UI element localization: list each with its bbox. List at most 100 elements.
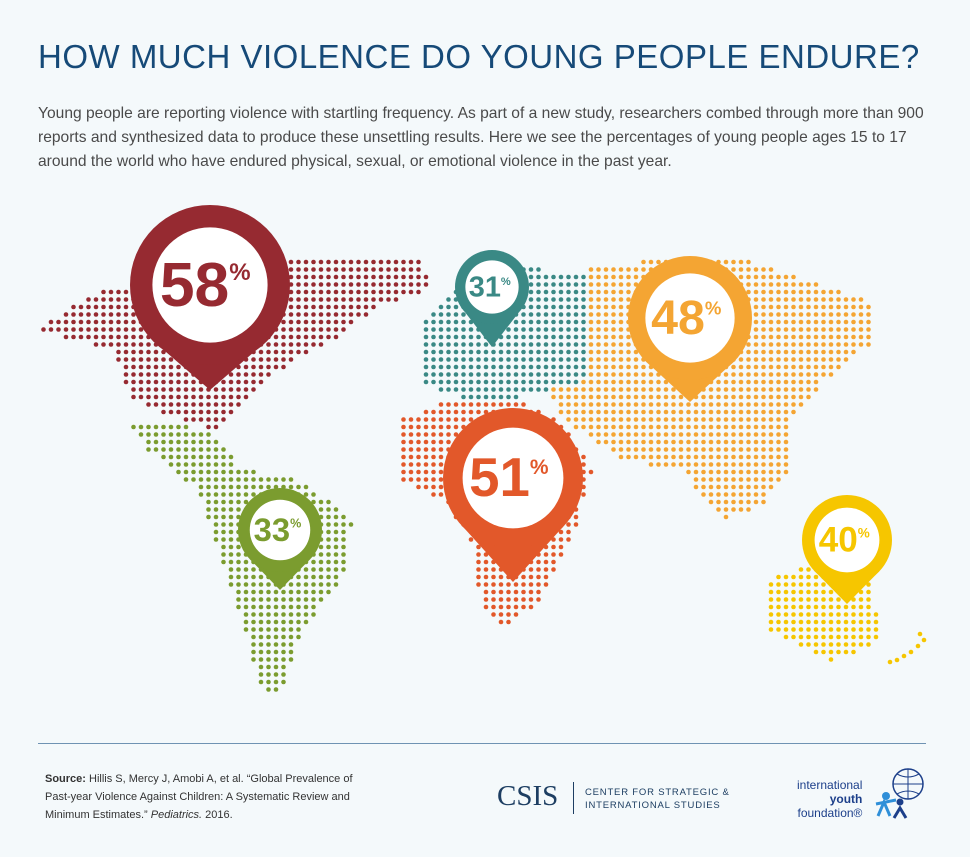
map-dot [288, 582, 294, 587]
map-dot [693, 462, 699, 467]
map-dot [761, 267, 766, 272]
map-dot [746, 274, 751, 280]
map-dot [146, 402, 151, 407]
map-dot [131, 349, 136, 355]
map-dot [828, 589, 834, 595]
map-dot [213, 387, 219, 392]
map-dot [416, 289, 421, 295]
map-dot [693, 484, 699, 490]
map-dot [618, 312, 624, 317]
map-dot [798, 364, 804, 370]
map-dot [476, 567, 481, 572]
map-dot [221, 544, 226, 550]
map-dot [618, 454, 624, 460]
map-dot [603, 349, 609, 355]
map-dot [296, 484, 301, 490]
map-dot [333, 259, 339, 265]
map-dot [408, 447, 414, 452]
unit: % [229, 259, 250, 286]
csis-logo: CSIS [497, 780, 559, 812]
map-dot [138, 379, 144, 385]
map-dot [806, 567, 811, 572]
map-dot [438, 334, 444, 340]
map-dot [626, 372, 631, 377]
map-dot [776, 364, 781, 370]
map-dot [738, 432, 744, 437]
map-dot [656, 432, 661, 437]
pin: 33% [238, 488, 322, 590]
map-dot [468, 342, 474, 347]
map-dot [438, 439, 444, 445]
map-dot [476, 402, 481, 407]
map-dot [416, 267, 421, 272]
map-dot [791, 282, 796, 287]
map-dot [258, 634, 264, 640]
map-dot [611, 394, 616, 400]
map-dot [303, 597, 309, 602]
map-dot [326, 304, 331, 310]
map-dot [806, 634, 811, 640]
map-dot [708, 432, 714, 437]
map-dot [423, 282, 429, 287]
map-dot [86, 334, 91, 340]
map-dot [438, 462, 444, 467]
map-dot [476, 574, 481, 580]
map-dot [693, 439, 699, 445]
map-dot [768, 477, 774, 482]
map-dot [588, 289, 594, 295]
map-dot [251, 484, 256, 490]
map-dot [836, 364, 841, 370]
map-dot [446, 432, 451, 437]
map-dot [138, 372, 144, 377]
map-dot [723, 492, 729, 497]
map-dot [843, 619, 849, 625]
map-dot [558, 289, 564, 295]
map-dot [333, 319, 339, 325]
map-dot [408, 282, 414, 287]
pin: 31% [455, 250, 529, 347]
map-dot [476, 364, 481, 370]
logo-divider [573, 782, 574, 814]
map-dot [783, 432, 789, 437]
map-dot [701, 424, 706, 430]
map-dot [438, 357, 444, 362]
map-dot [341, 274, 346, 280]
map-dot [768, 334, 774, 340]
map-dot [438, 319, 444, 325]
map-dot [341, 544, 346, 550]
unit: % [858, 525, 870, 540]
map-dot [393, 289, 399, 295]
map-dot [146, 349, 151, 355]
map-dot [761, 409, 766, 415]
map-dot [536, 289, 541, 295]
map-dot [806, 289, 811, 295]
map-dot [806, 394, 811, 400]
map-dot [588, 282, 594, 287]
map-dot [536, 312, 541, 317]
map-dot [828, 334, 834, 340]
map-dot [123, 312, 129, 317]
map-dot [543, 312, 549, 317]
map-dot [446, 357, 451, 362]
map-dot [701, 447, 706, 452]
map-dot [221, 454, 226, 460]
map-dot [768, 619, 774, 625]
map-dot [866, 634, 871, 640]
map-dot [258, 364, 264, 370]
map-dot [401, 477, 406, 482]
map-dot [738, 357, 744, 362]
map-dot [723, 514, 729, 520]
map-dot [761, 274, 766, 280]
map-dot [326, 589, 331, 595]
map-dot [198, 447, 204, 452]
map-dot [633, 439, 639, 445]
map-dot [716, 499, 721, 505]
map-dot [753, 499, 759, 505]
map-dot [753, 282, 759, 287]
map-dot [453, 357, 459, 362]
map-dot [453, 417, 459, 422]
map-dot [483, 394, 489, 400]
map-dot [326, 537, 331, 542]
intro: Young people are reporting violence with… [38, 105, 924, 170]
map-dot [686, 417, 691, 422]
